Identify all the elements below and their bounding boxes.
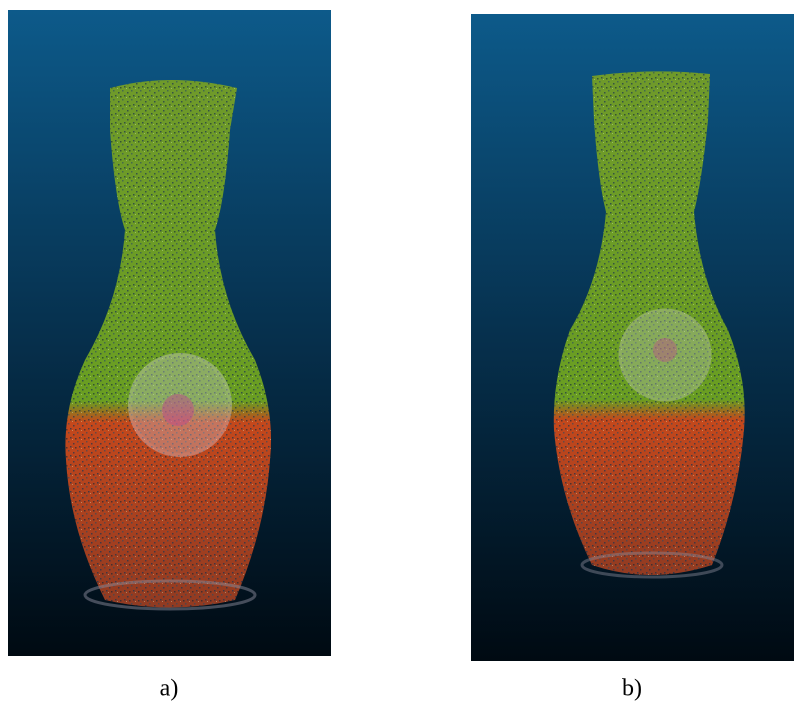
sphere-core	[653, 338, 677, 362]
page: a) b) (() => { const data = JSON.parse(d…	[0, 0, 794, 706]
sphere-core	[162, 394, 194, 426]
figure: a) b)	[0, 0, 794, 706]
caption: b)	[622, 676, 642, 702]
caption: a)	[160, 676, 179, 702]
